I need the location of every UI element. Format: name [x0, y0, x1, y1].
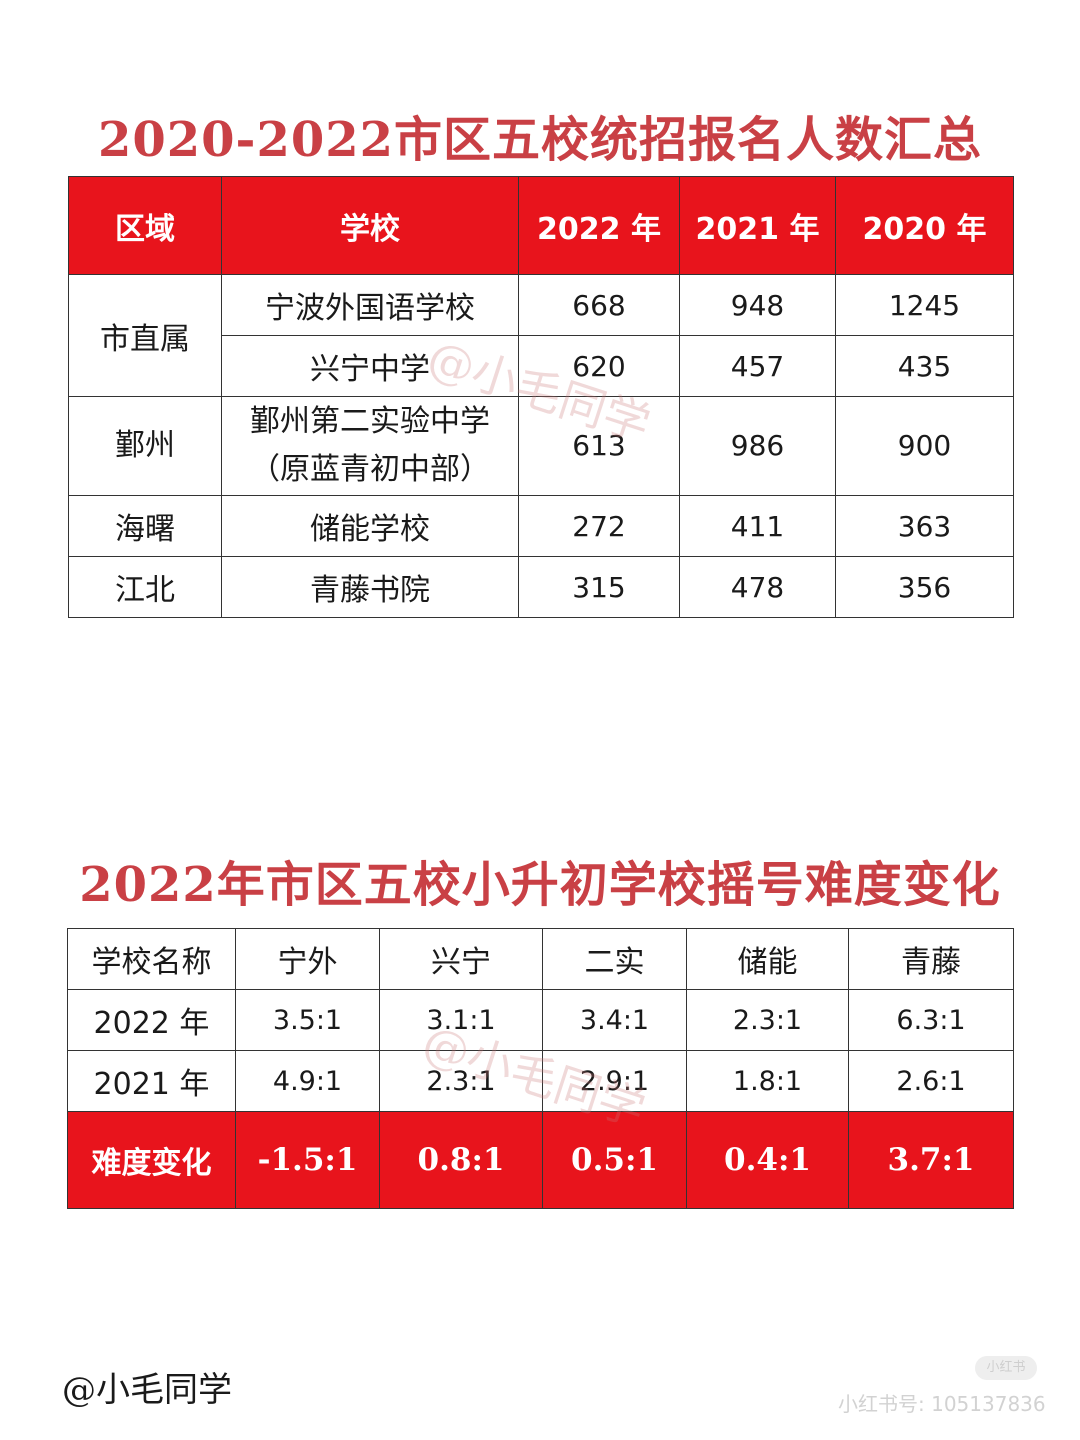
- school-abbr: 储能: [686, 928, 849, 990]
- difficulty-change-label: 难度变化: [67, 1111, 236, 1209]
- header-region: 区域: [68, 176, 222, 275]
- platform-badge: 小红书: [975, 1356, 1037, 1380]
- header-2022: 2022 年: [518, 176, 680, 275]
- enrollment-summary-table: 区域 学校 2022 年 2021 年 2020 年 市直属 宁波外国语学校 6…: [68, 176, 1014, 618]
- school-cell: 青藤书院: [221, 556, 519, 618]
- count-2020: 900: [835, 396, 1014, 496]
- school-name-line2: （原蓝青初中部）: [250, 452, 490, 487]
- count-2021: 411: [679, 495, 836, 557]
- count-2022: 668: [518, 274, 680, 336]
- count-2021: 986: [679, 396, 836, 496]
- school-cell: 鄞州第二实验中学 （原蓝青初中部）: [221, 396, 519, 496]
- ratio-cell: 1.8:1: [686, 1050, 849, 1112]
- ratio-cell: 6.3:1: [848, 989, 1014, 1051]
- ratio-cell: 2.9:1: [542, 1050, 687, 1112]
- table-row: 兴宁中学 620 457 435: [69, 335, 1014, 397]
- author-handle: @小毛同学: [62, 1370, 232, 1410]
- change-cell: 0.5:1: [542, 1111, 687, 1209]
- ratio-cell: 3.4:1: [542, 989, 687, 1051]
- enrollment-summary-title: 2020-2022市区五校统招报名人数汇总: [97, 112, 983, 168]
- table-row: 2022 年 3.5:1 3.1:1 3.4:1 2.3:1 6.3:1: [67, 989, 1014, 1051]
- count-2021: 478: [679, 556, 836, 618]
- ratio-cell: 2.3:1: [379, 1050, 543, 1112]
- change-cell: 3.7:1: [848, 1111, 1014, 1209]
- count-2021: 457: [679, 335, 836, 397]
- school-cell: 储能学校: [221, 495, 519, 557]
- table-row: 海曙 储能学校 272 411 363: [68, 495, 1014, 557]
- region-cell: 江北: [68, 556, 222, 618]
- count-2020: 356: [835, 556, 1014, 618]
- header-2020: 2020 年: [835, 176, 1014, 275]
- table-row: 市直属 宁波外国语学校 668 948 1245: [68, 274, 1014, 397]
- ratio-cell: 2.3:1: [686, 989, 849, 1051]
- region-cell: 鄞州: [68, 396, 222, 496]
- school-abbr: 兴宁: [379, 928, 543, 990]
- count-2020: 435: [835, 335, 1014, 397]
- change-cell: 0.8:1: [379, 1111, 543, 1209]
- table-header-row: 区域 学校 2022 年 2021 年 2020 年: [68, 176, 1014, 275]
- count-2020: 1245: [835, 274, 1014, 336]
- table-row: 江北 青藤书院 315 478 356: [68, 556, 1014, 618]
- header-school: 学校: [221, 176, 519, 275]
- count-2020: 363: [835, 495, 1014, 557]
- header-2021: 2021 年: [679, 176, 836, 275]
- ratio-cell: 3.1:1: [379, 989, 543, 1051]
- school-abbr: 宁外: [235, 928, 380, 990]
- school-abbr: 二实: [542, 928, 687, 990]
- ratio-cell: 3.5:1: [235, 989, 380, 1051]
- region-cell: 海曙: [68, 495, 222, 557]
- table-row: 鄞州 鄞州第二实验中学 （原蓝青初中部） 613 986 900: [68, 396, 1014, 496]
- ratio-cell: 4.9:1: [235, 1050, 380, 1112]
- year-label: 2022 年: [67, 989, 236, 1051]
- region-cell: 市直属: [68, 274, 222, 397]
- count-2021: 948: [679, 274, 836, 336]
- ratio-cell: 2.6:1: [848, 1050, 1014, 1112]
- school-abbr: 青藤: [848, 928, 1014, 990]
- table-row: 2021 年 4.9:1 2.3:1 2.9:1 1.8:1 2.6:1: [67, 1050, 1014, 1112]
- count-2022: 272: [518, 495, 680, 557]
- difficulty-change-row: 难度变化 -1.5:1 0.8:1 0.5:1 0.4:1 3.7:1: [67, 1111, 1014, 1209]
- school-cell: 宁波外国语学校: [221, 274, 519, 336]
- count-2022: 613: [518, 396, 680, 496]
- header-school-name: 学校名称: [67, 928, 236, 990]
- change-cell: 0.4:1: [686, 1111, 849, 1209]
- platform-id: 小红书号: 105137836: [838, 1392, 1046, 1416]
- school-cell: 兴宁中学: [221, 335, 519, 397]
- table-header-row: 学校名称 宁外 兴宁 二实 储能 青藤: [67, 928, 1014, 990]
- school-name-line1: 鄞州第二实验中学: [250, 404, 490, 439]
- year-label: 2021 年: [67, 1050, 236, 1112]
- change-cell: -1.5:1: [235, 1111, 380, 1209]
- lottery-difficulty-title: 2022年市区五校小升初学校摇号难度变化: [79, 857, 1001, 913]
- lottery-difficulty-table: 学校名称 宁外 兴宁 二实 储能 青藤 2022 年 3.5:1 3.1:1 3…: [67, 928, 1014, 1209]
- count-2022: 315: [518, 556, 680, 618]
- count-2022: 620: [518, 335, 680, 397]
